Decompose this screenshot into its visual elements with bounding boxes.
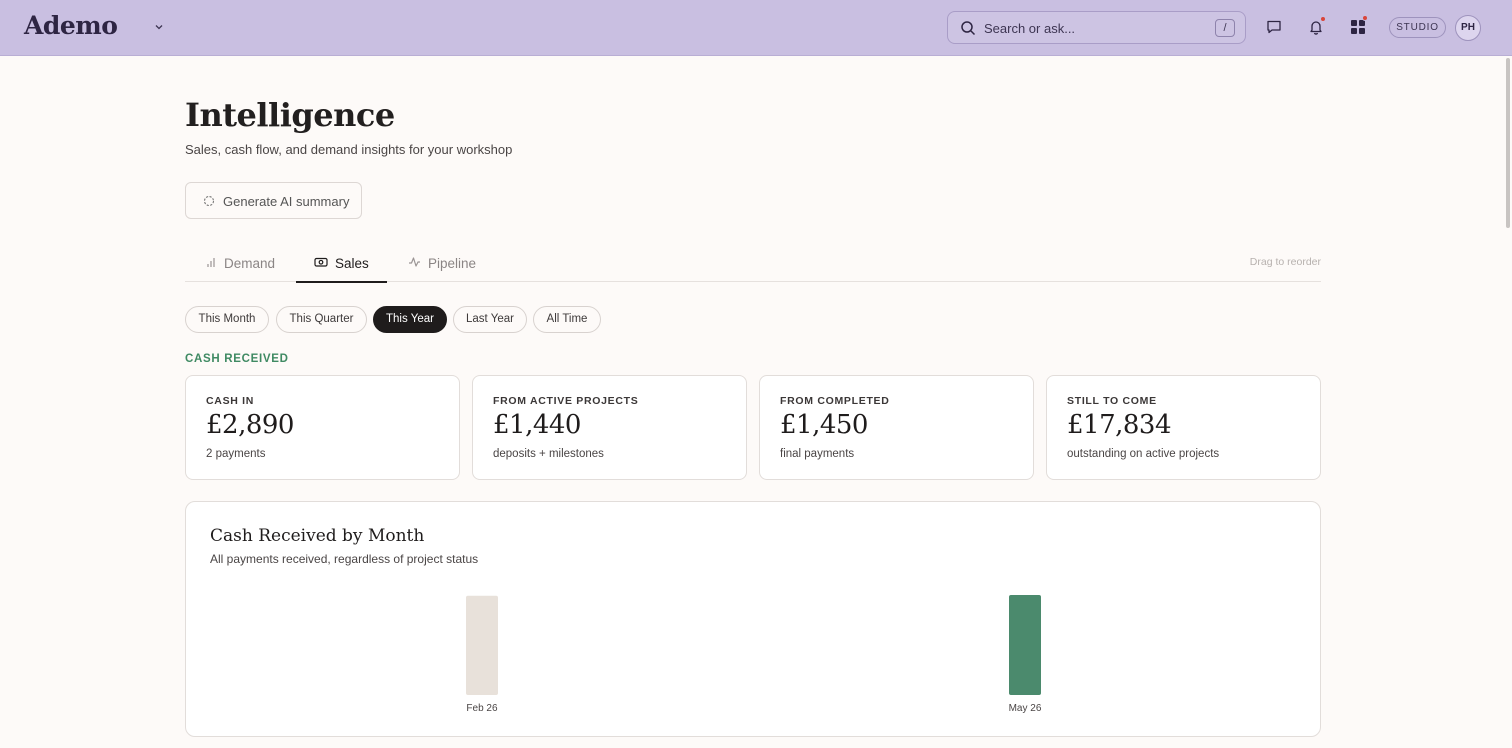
card-note: deposits + milestones (493, 448, 604, 460)
stat-card-completed: FROM COMPLETED £1,450 final payments (759, 375, 1034, 480)
sparkle-loader-icon (203, 194, 215, 212)
card-note: outstanding on active projects (1067, 448, 1220, 460)
scrollbar[interactable] (1506, 58, 1510, 228)
tab-sales[interactable]: Sales (296, 244, 387, 283)
stat-card-still-to-come: STILL TO COME £17,834 outstanding on act… (1046, 375, 1321, 480)
cash-by-month-chart: Cash Received by Month All payments rece… (185, 501, 1321, 737)
card-value: £17,834 (1067, 410, 1172, 440)
stat-card-active-projects: FROM ACTIVE PROJECTS £1,440 deposits + m… (472, 375, 747, 480)
period-this-year[interactable]: This Year (373, 306, 447, 333)
card-value: £1,440 (493, 410, 581, 440)
page-title: Intelligence (185, 96, 395, 134)
x-tick-label: May 26 (1009, 703, 1042, 714)
card-note: final payments (780, 448, 855, 460)
bar-chart-icon (205, 256, 217, 271)
page-subtitle: Sales, cash flow, and demand insights fo… (185, 142, 513, 157)
ai-button-label: Generate AI summary (223, 194, 350, 209)
chart-subtitle: All payments received, regardless of pro… (210, 552, 479, 566)
cash-icon (314, 256, 328, 271)
chart-bar[interactable] (1009, 595, 1041, 695)
avatar[interactable]: PH (1455, 15, 1481, 41)
card-value: £2,890 (206, 410, 294, 440)
card-note: 2 payments (206, 448, 266, 460)
period-this-quarter[interactable]: This Quarter (276, 306, 367, 333)
search-placeholder: Search or ask... (984, 21, 1076, 36)
generate-ai-summary-button[interactable]: Generate AI summary (185, 182, 362, 219)
drag-to-reorder-hint: Drag to reorder (1249, 256, 1321, 268)
chart-plot: Feb 26 May 26 (466, 595, 1042, 714)
tab-label: Sales (335, 255, 369, 271)
period-this-month[interactable]: This Month (185, 306, 269, 333)
top-bar: Ademo Search or ask... / STUDIO PH (0, 0, 1512, 56)
section-label: CASH RECEIVED (185, 353, 289, 365)
period-all-time[interactable]: All Time (533, 306, 601, 333)
search-input[interactable]: Search or ask... / (947, 11, 1246, 44)
chat-icon[interactable] (1264, 17, 1284, 37)
period-last-year[interactable]: Last Year (453, 306, 527, 333)
card-label: FROM COMPLETED (780, 395, 890, 407)
stat-card-cash-in: CASH IN £2,890 2 payments (185, 375, 460, 480)
search-shortcut-key: / (1215, 19, 1235, 37)
chart-title: Cash Received by Month (210, 526, 425, 546)
card-label: CASH IN (206, 395, 255, 407)
notification-dot (1320, 16, 1326, 22)
card-label: FROM ACTIVE PROJECTS (493, 395, 639, 407)
tab-label: Pipeline (428, 255, 477, 271)
apps-grid-icon[interactable] (1348, 15, 1368, 37)
tab-pipeline[interactable]: Pipeline (408, 244, 476, 282)
x-tick-label: Feb 26 (466, 703, 498, 714)
search-icon (960, 20, 976, 41)
activity-icon (408, 256, 421, 271)
chart-bar[interactable] (466, 595, 498, 695)
chevron-down-icon[interactable] (150, 18, 168, 36)
card-value: £1,450 (780, 410, 868, 440)
bell-icon[interactable] (1306, 16, 1326, 37)
tab-label: Demand (224, 255, 276, 271)
card-label: STILL TO COME (1067, 395, 1157, 407)
tab-bar: Demand Sales Pipeline Drag to reorder (185, 244, 1321, 283)
notification-dot (1362, 15, 1368, 21)
workspace-badge[interactable]: STUDIO (1389, 17, 1446, 38)
app-logo[interactable]: Ademo (24, 11, 118, 40)
tab-demand[interactable]: Demand (205, 244, 275, 282)
